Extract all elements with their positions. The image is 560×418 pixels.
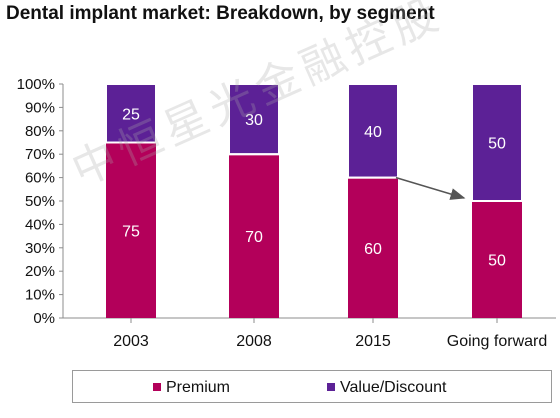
- y-tick-label: 20%: [25, 263, 55, 280]
- data-label: 75: [122, 223, 140, 240]
- bar-segment: [471, 83, 523, 202]
- chart-title: Dental implant market: Breakdown, by seg…: [6, 3, 435, 24]
- data-label: 50: [488, 253, 506, 270]
- bar-segment: [347, 83, 399, 179]
- y-tick-label: 10%: [25, 287, 55, 304]
- legend-label-premium: Premium: [166, 379, 231, 396]
- legend-label-value-discount: Value/Discount: [340, 379, 447, 396]
- y-tick-label: 70%: [25, 146, 55, 163]
- y-tick-label: 100%: [17, 76, 55, 93]
- data-label: 50: [488, 136, 506, 153]
- bar-segment: [106, 142, 156, 318]
- bar-segment: [348, 177, 398, 318]
- bar-segment: [472, 201, 522, 318]
- x-tick-label: Going forward: [447, 333, 548, 350]
- data-label: 70: [245, 229, 263, 246]
- annotation-arrow: [395, 176, 466, 200]
- legend: Premium Value/Discount: [72, 370, 552, 403]
- data-label: 25: [122, 106, 140, 123]
- x-tick-label: 2008: [236, 333, 272, 350]
- x-tick-label: 2015: [355, 333, 391, 350]
- y-tick-label: 50%: [25, 193, 55, 210]
- y-tick-label: 80%: [25, 123, 55, 140]
- y-tick-label: 60%: [25, 170, 55, 187]
- y-tick-label: 40%: [25, 216, 55, 233]
- data-label: 40: [364, 124, 382, 141]
- bar-segment: [229, 154, 279, 318]
- legend-swatch-value-discount: [327, 383, 335, 391]
- y-tick-label: 90%: [25, 99, 55, 116]
- legend-item-premium: Premium: [153, 379, 230, 397]
- bar-segment: [228, 83, 280, 156]
- data-label: 30: [245, 112, 263, 129]
- legend-swatch-premium: [153, 383, 161, 391]
- y-tick-label: 30%: [25, 240, 55, 257]
- legend-item-value-discount: Value/Discount: [327, 379, 446, 397]
- x-tick-label: 2003: [113, 333, 149, 350]
- y-tick-label: 0%: [33, 310, 55, 327]
- data-label: 60: [364, 241, 382, 258]
